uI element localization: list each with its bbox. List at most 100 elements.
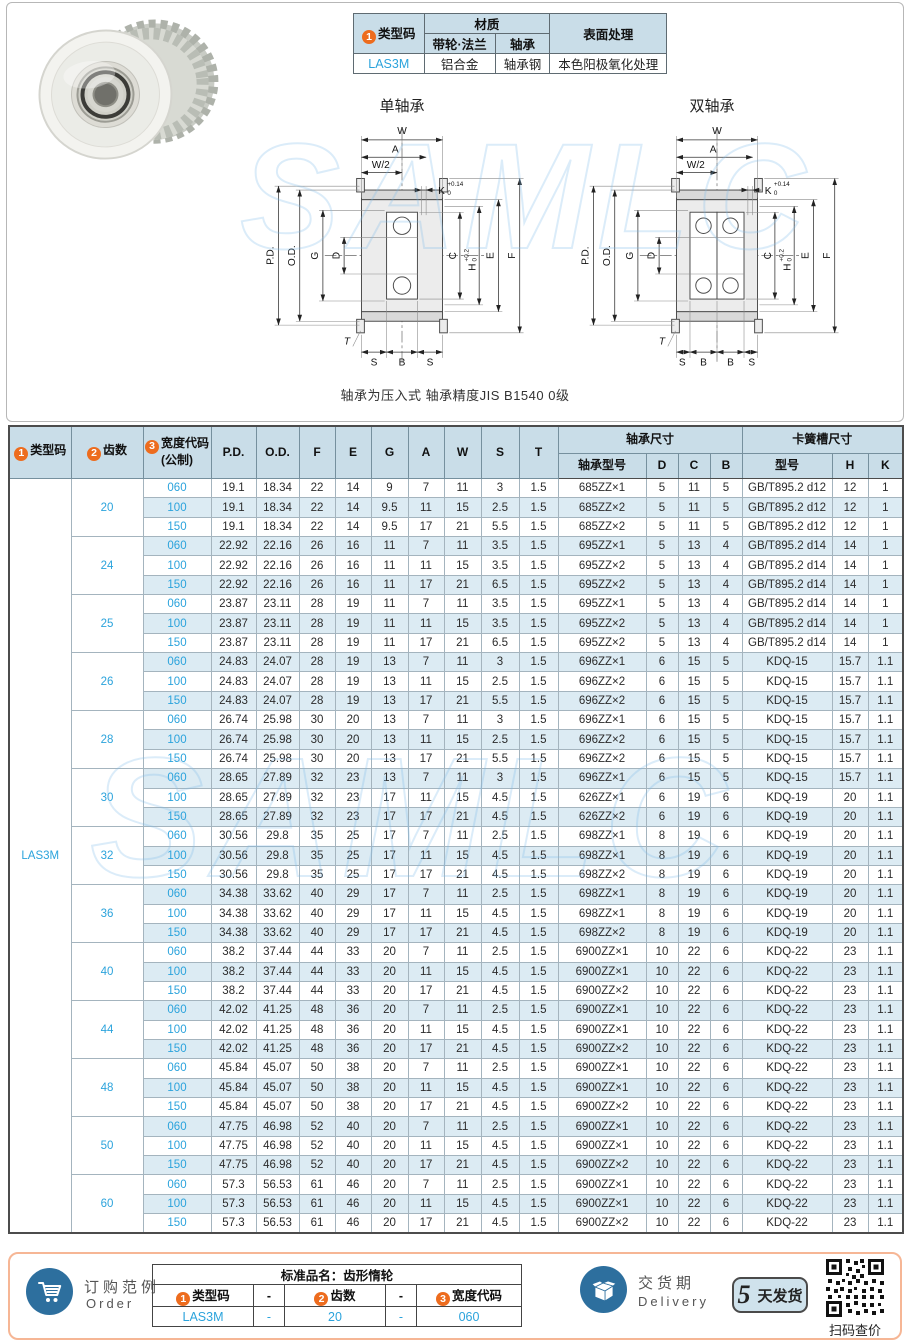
- value-cell: 11: [370, 613, 409, 634]
- value-cell: 5.5: [480, 690, 520, 712]
- value-cell: 6900ZZ×2: [557, 1038, 647, 1060]
- value-cell: 40: [334, 1135, 372, 1157]
- value-cell: 57.3: [210, 1213, 257, 1234]
- value-cell: KDQ-15: [741, 710, 833, 731]
- value-cell: 40: [298, 903, 336, 924]
- value-cell: 4: [709, 536, 743, 557]
- table-row: 40 060 38.2 37.44 44 33 20 7 11 2.5 1.5 6900ZZ×1 10 2…: [9, 942, 904, 1002]
- value-cell: 25.98: [255, 710, 300, 731]
- value-cell: 4.5: [480, 1077, 520, 1099]
- value-cell: 56.53: [255, 1213, 300, 1234]
- value-cell: 6: [645, 748, 679, 770]
- value-cell: 15.7: [831, 690, 869, 712]
- value-cell: 38.2: [210, 980, 257, 1002]
- value-cell: 1.5: [518, 1038, 559, 1060]
- value-cell: 57.3: [210, 1193, 257, 1215]
- value-cell: 11: [370, 594, 409, 615]
- value-cell: 52: [298, 1135, 336, 1157]
- value-cell: 10: [645, 1213, 679, 1234]
- value-cell: 23: [831, 1155, 869, 1176]
- value-cell: 11: [443, 884, 482, 905]
- value-cell: 22.92: [210, 574, 257, 596]
- value-cell: 685ZZ×2: [557, 516, 647, 538]
- value-cell: 7: [407, 942, 445, 963]
- value-cell: 6: [645, 710, 679, 731]
- table-row: 24 060 22.92 22.16 26 16 11 7 11 3.5 1.5 695ZZ×1 5 13…: [9, 536, 904, 596]
- col-header-width-code: 3 宽度代码 (公制): [142, 425, 212, 479]
- value-cell: 29.8: [255, 864, 300, 886]
- order-dash: -: [253, 1306, 285, 1328]
- value-cell: 8: [645, 864, 679, 886]
- value-cell: 1: [867, 613, 904, 634]
- value-cell: 44: [298, 961, 336, 982]
- value-cell: 5.5: [480, 516, 520, 538]
- value-cell: 6: [709, 922, 743, 944]
- single-bearing-diagram: W A W/2 K +0.14 0 P.D. O.D. G: [266, 126, 524, 369]
- value-cell: 8: [645, 884, 679, 905]
- value-cell: 23.87: [210, 613, 257, 634]
- value-cell: 13: [677, 536, 711, 557]
- value-cell: 14: [831, 574, 869, 596]
- value-cell: 6900ZZ×1: [557, 1116, 647, 1137]
- value-cell: 24.83: [210, 671, 257, 692]
- col-header-w: W: [443, 425, 482, 479]
- value-cell: 9: [370, 477, 409, 499]
- value-cell: 11: [407, 1077, 445, 1099]
- value-cell: 18.34: [255, 477, 300, 499]
- value-cell: 46.98: [255, 1135, 300, 1157]
- value-cell: 9.5: [370, 516, 409, 538]
- value-cell: 1.5: [518, 710, 559, 731]
- value-cell: 23: [831, 1096, 869, 1118]
- teeth-cell: 36: [70, 884, 144, 944]
- value-cell: 11: [370, 632, 409, 654]
- value-cell: 13: [677, 594, 711, 615]
- value-cell: 20: [370, 961, 409, 982]
- value-cell: 17: [370, 787, 409, 808]
- width-code-cell: 150: [142, 980, 212, 1002]
- value-cell: 10: [645, 1116, 679, 1137]
- value-cell: 18.34: [255, 497, 300, 518]
- table-row: 150 22.92 22.16 26 16 11 17 21 6.5 1.5 695ZZ×2 5 13 4…: [9, 574, 904, 596]
- value-cell: 14: [831, 632, 869, 654]
- value-cell: 11: [443, 768, 482, 789]
- value-cell: KDQ-22: [741, 961, 833, 982]
- value-cell: 17: [407, 574, 445, 596]
- value-cell: 17: [407, 516, 445, 538]
- table-row: 28 060 26.74 25.98 30 20 13 7 11 3 1.5 696ZZ×1 6 15 5 K…: [9, 710, 904, 770]
- value-cell: 1.1: [867, 787, 904, 808]
- value-cell: 695ZZ×1: [557, 594, 647, 615]
- value-cell: 15: [443, 729, 482, 750]
- value-cell: 22: [677, 961, 711, 982]
- value-cell: 21: [443, 1038, 482, 1060]
- order-title-cn: 订购范例: [84, 1279, 161, 1296]
- value-cell: 19: [677, 922, 711, 944]
- qr-label: 扫码查价: [828, 1323, 881, 1338]
- delivery-title-en: Delivery: [638, 1294, 709, 1309]
- value-cell: 15: [443, 961, 482, 982]
- value-cell: 6: [645, 652, 679, 673]
- value-cell: 15: [443, 497, 482, 518]
- width-code-cell: 100: [142, 613, 212, 634]
- value-cell: 22.92: [210, 555, 257, 576]
- value-cell: 685ZZ×1: [557, 477, 647, 499]
- double-bearing-title: 双轴承: [689, 98, 735, 115]
- value-cell: 6: [709, 1174, 743, 1195]
- order-field-width-code: 3 宽度代码: [416, 1283, 522, 1308]
- table-row: 36 060 34.38 33.62 40 29 17 7 11 2.5 1.5 698ZZ×1 8 19…: [9, 884, 904, 944]
- value-cell: 1.5: [518, 1193, 559, 1215]
- value-cell: 4.5: [480, 864, 520, 886]
- svg-text:F: F: [822, 253, 833, 259]
- table-row: 150 23.87 23.11 28 19 11 17 21 6.5 1.5 695ZZ×2 5 13 4…: [9, 632, 904, 654]
- value-cell: 19: [677, 903, 711, 924]
- teeth-cell: 50: [70, 1116, 144, 1176]
- value-cell: 695ZZ×2: [557, 574, 647, 596]
- value-cell: 28.65: [210, 787, 257, 808]
- width-code-cell: 060: [142, 942, 212, 963]
- order-product-name: 标准品名：齿形惰轮: [152, 1264, 522, 1285]
- value-cell: 57.3: [210, 1174, 257, 1195]
- value-cell: 5: [709, 516, 743, 538]
- value-cell: 61: [298, 1174, 336, 1195]
- value-cell: 23: [831, 942, 869, 963]
- value-cell: 17: [370, 845, 409, 866]
- value-cell: KDQ-22: [741, 1155, 833, 1176]
